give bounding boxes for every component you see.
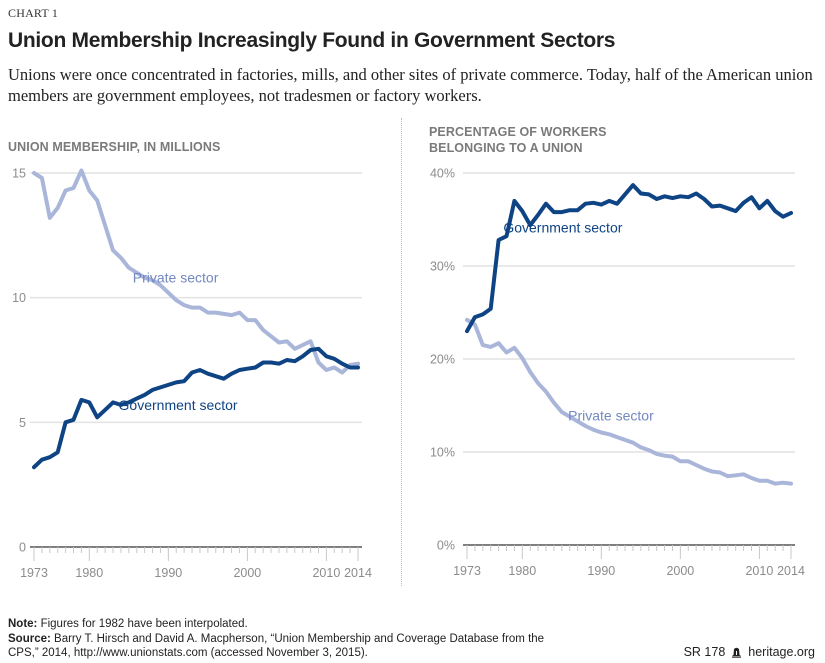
source-text: Barry T. Hirsch and David A. Macpherson,… — [8, 632, 545, 660]
right-chart-percentage-unionized: 0% 10% 20% 30% 40% 1973 1980 1990 2000 2010 2014 Pr… — [430, 167, 805, 579]
series-line-private-sector — [32, 168, 360, 375]
note-label: Note: — [8, 618, 38, 630]
y-tick-label: 0% — [437, 539, 455, 553]
x-tick-label: 2014 — [777, 564, 805, 578]
x-tick-label: 1973 — [20, 566, 48, 580]
chart-subtitle: Unions were once concentrated in factori… — [8, 65, 813, 105]
x-tick-label: 1990 — [587, 564, 615, 578]
y-tick-label: 40% — [430, 167, 455, 181]
x-tick-label: 2010 — [745, 564, 773, 578]
left-panel-title: UNION MEMBERSHIP, IN MILLIONS — [8, 140, 221, 154]
y-tick-label: 10 — [12, 291, 26, 305]
y-tick-label: 15 — [12, 167, 26, 181]
footer-source: Source: Barry T. Hirsch and David A. Mac… — [8, 632, 568, 661]
x-tick-label: 2010 — [312, 566, 340, 580]
series-line-private-sector — [465, 317, 793, 486]
chart-footer: Note: Figures for 1982 have been interpo… — [8, 617, 568, 661]
brand-block: SR 178 heritage.org — [684, 645, 815, 659]
y-tick-label: 5 — [19, 416, 26, 430]
left-chart-membership-millions: 0 5 10 15 1973 1980 1990 2000 2010 2014 Private se… — [12, 167, 372, 581]
x-tick-label: 2000 — [666, 564, 694, 578]
note-text: Figures for 1982 have been interpolated. — [37, 618, 248, 630]
footer-note: Note: Figures for 1982 have been interpo… — [8, 617, 568, 632]
x-tick-label: 2000 — [233, 566, 261, 580]
x-tick-label: 2014 — [344, 566, 372, 580]
x-tick-label: 1990 — [154, 566, 182, 580]
y-tick-label: 30% — [430, 260, 455, 274]
x-tick-label: 1980 — [75, 566, 103, 580]
series-label-private-sector: Private sector — [568, 407, 654, 423]
y-tick-label: 20% — [430, 353, 455, 367]
series-line-government-sector — [465, 183, 793, 334]
series-label-government-sector: Government sector — [119, 397, 238, 413]
x-tick-label: 1973 — [453, 564, 481, 578]
chart-kicker: CHART 1 — [8, 6, 59, 20]
report-id: SR 178 — [683, 645, 726, 659]
series-line-government-sector — [32, 346, 360, 470]
liberty-bell-icon — [731, 647, 742, 658]
y-tick-label: 10% — [430, 446, 455, 460]
right-panel-title: PERCENTAGE OF WORKERS BELONGING TO A UNI… — [429, 125, 607, 155]
series-label-government-sector: Government sector — [503, 220, 622, 236]
chart-title: Union Membership Increasingly Found in G… — [8, 29, 616, 52]
x-tick-label: 1980 — [508, 564, 536, 578]
panel-divider — [401, 118, 402, 586]
y-tick-label: 0 — [19, 541, 26, 555]
brand-url[interactable]: heritage.org — [748, 645, 815, 659]
source-label: Source: — [8, 632, 51, 645]
series-label-private-sector: Private sector — [133, 270, 219, 286]
